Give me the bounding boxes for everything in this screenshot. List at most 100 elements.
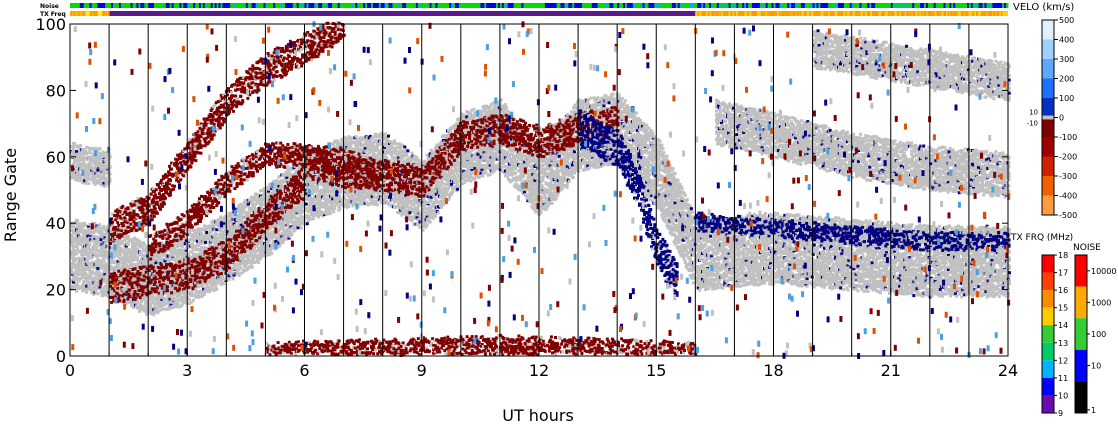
data-cell (229, 220, 233, 224)
data-cell (247, 210, 251, 214)
data-cell (240, 211, 244, 215)
data-cell (266, 185, 270, 189)
data-cell (151, 311, 155, 315)
data-cell (182, 301, 186, 305)
data-cell (331, 190, 335, 194)
data-cell (252, 205, 256, 209)
data-cell (216, 258, 220, 262)
data-cell (268, 253, 272, 257)
data-cell (317, 195, 321, 199)
data-cell (187, 302, 191, 305)
data-cell (208, 290, 212, 294)
data-cell (167, 305, 171, 309)
data-cell (197, 227, 200, 231)
data-cell (306, 166, 310, 170)
data-cell (239, 215, 243, 219)
data-cell (80, 236, 84, 239)
data-cell (172, 249, 176, 253)
data-cell (303, 216, 307, 220)
data-cell (158, 287, 162, 291)
data-cell (103, 255, 107, 259)
data-cell (337, 188, 341, 192)
data-cell (105, 291, 109, 294)
data-cell (152, 285, 156, 289)
data-cell (159, 308, 163, 312)
data-cell (246, 254, 250, 258)
data-cell (201, 294, 205, 298)
data-cell (296, 220, 300, 224)
data-cell (130, 279, 133, 283)
data-cell (80, 225, 84, 229)
data-cell (259, 248, 262, 252)
data-cell (81, 259, 85, 263)
data-cell (92, 231, 96, 234)
data-cell (93, 222, 97, 225)
data-cell (189, 300, 193, 304)
data-cell (263, 246, 267, 249)
data-cell (156, 311, 160, 315)
data-cell (301, 179, 305, 183)
data-cell (238, 239, 242, 242)
data-cell (122, 259, 126, 262)
data-cell (115, 239, 119, 242)
data-cell (103, 268, 107, 271)
data-cell (253, 250, 257, 254)
data-cell (308, 196, 312, 200)
data-cell (173, 299, 177, 302)
data-cell (156, 253, 160, 257)
data-cell (171, 245, 175, 249)
data-cell (136, 300, 140, 303)
data-cell (298, 202, 302, 206)
data-cell (92, 244, 96, 248)
data-cell (186, 284, 190, 288)
data-cell (140, 251, 144, 255)
data-cell (202, 234, 206, 238)
data-cell (97, 270, 101, 274)
data-cell (256, 195, 259, 198)
data-cell (147, 261, 151, 265)
data-cell (187, 233, 191, 237)
data-cell (101, 244, 105, 248)
data-cell (210, 287, 214, 291)
data-cell (294, 224, 298, 228)
data-cell (176, 252, 180, 256)
data-cell (85, 290, 89, 294)
data-cell (127, 255, 131, 259)
data-cell (341, 183, 345, 186)
data-cell (267, 236, 271, 240)
data-cell (99, 260, 103, 264)
data-cell (195, 234, 198, 238)
data-cell (306, 210, 310, 214)
data-cell (158, 257, 162, 261)
data-cell (237, 203, 241, 207)
data-cell (329, 199, 333, 203)
data-cell (99, 238, 103, 241)
data-cell (199, 289, 203, 293)
data-cell (251, 258, 255, 261)
data-cell (96, 263, 100, 267)
data-cell (374, 200, 378, 204)
data-cell (88, 236, 92, 240)
data-cell (105, 270, 109, 274)
data-cell (332, 210, 336, 214)
data-cell (321, 214, 324, 218)
data-cell (282, 228, 286, 232)
data-cell (176, 244, 180, 248)
data-cell (314, 201, 318, 205)
data-cell (251, 198, 255, 202)
data-cell (325, 197, 329, 201)
data-cell (204, 240, 208, 244)
data-cell (181, 296, 185, 299)
data-cell (131, 275, 134, 279)
data-cell (239, 257, 243, 261)
data-cell (327, 207, 331, 211)
data-cell (198, 236, 201, 239)
data-cell (217, 226, 221, 229)
data-cell (212, 279, 216, 283)
data-cell (172, 277, 176, 281)
data-cell (320, 182, 323, 186)
data-cell (204, 233, 208, 237)
data-cell (167, 257, 171, 261)
data-cell (328, 179, 332, 182)
data-cell (236, 271, 240, 275)
